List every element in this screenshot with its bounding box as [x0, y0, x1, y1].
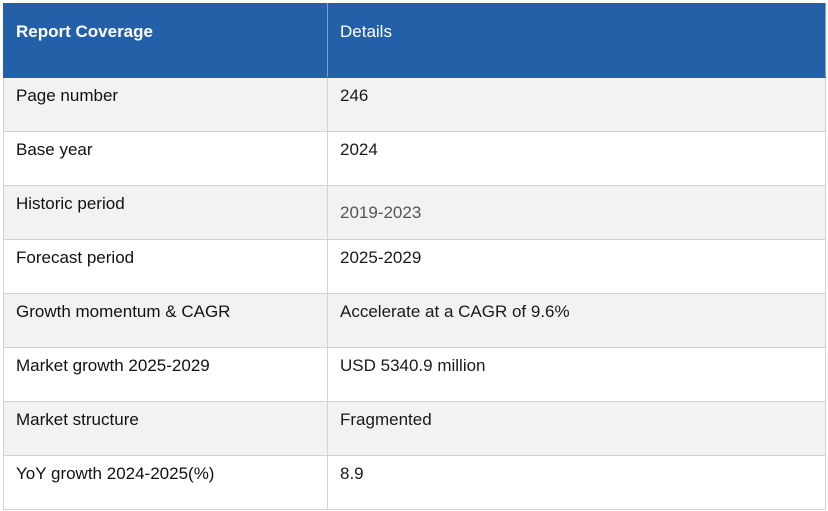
row-value: 8.9: [327, 455, 826, 510]
table-row: YoY growth 2024-2025(%) 8.9: [3, 455, 826, 510]
row-value: USD 5340.9 million: [327, 347, 826, 402]
row-value: 246: [327, 77, 826, 132]
row-label: Historic period: [3, 185, 328, 240]
row-label: YoY growth 2024-2025(%): [3, 455, 328, 510]
table-row: Historic period 2019-2023: [3, 185, 826, 240]
row-label: Market growth 2025-2029: [3, 347, 328, 402]
row-label: Page number: [3, 77, 328, 132]
row-value: 2024: [327, 131, 826, 186]
header-details: Details: [327, 3, 826, 78]
header-report-coverage: Report Coverage: [3, 3, 328, 78]
table-row: Market structure Fragmented: [3, 401, 826, 456]
row-value: 2019-2023: [327, 185, 826, 240]
table-row: Growth momentum & CAGR Accelerate at a C…: [3, 293, 826, 348]
row-value: Fragmented: [327, 401, 826, 456]
table-row: Market growth 2025-2029 USD 5340.9 milli…: [3, 347, 826, 402]
row-label: Growth momentum & CAGR: [3, 293, 328, 348]
row-label: Base year: [3, 131, 328, 186]
table-header-row: Report Coverage Details: [3, 3, 826, 78]
row-value: Accelerate at a CAGR of 9.6%: [327, 293, 826, 348]
table-row: Page number 246: [3, 77, 826, 132]
report-coverage-table: Report Coverage Details Page number 246 …: [3, 3, 826, 510]
row-value: 2025-2029: [327, 239, 826, 294]
row-label: Forecast period: [3, 239, 328, 294]
table-row: Base year 2024: [3, 131, 826, 186]
report-coverage-table-container: Report Coverage Details Page number 246 …: [3, 3, 826, 510]
row-label: Market structure: [3, 401, 328, 456]
table-row: Forecast period 2025-2029: [3, 239, 826, 294]
